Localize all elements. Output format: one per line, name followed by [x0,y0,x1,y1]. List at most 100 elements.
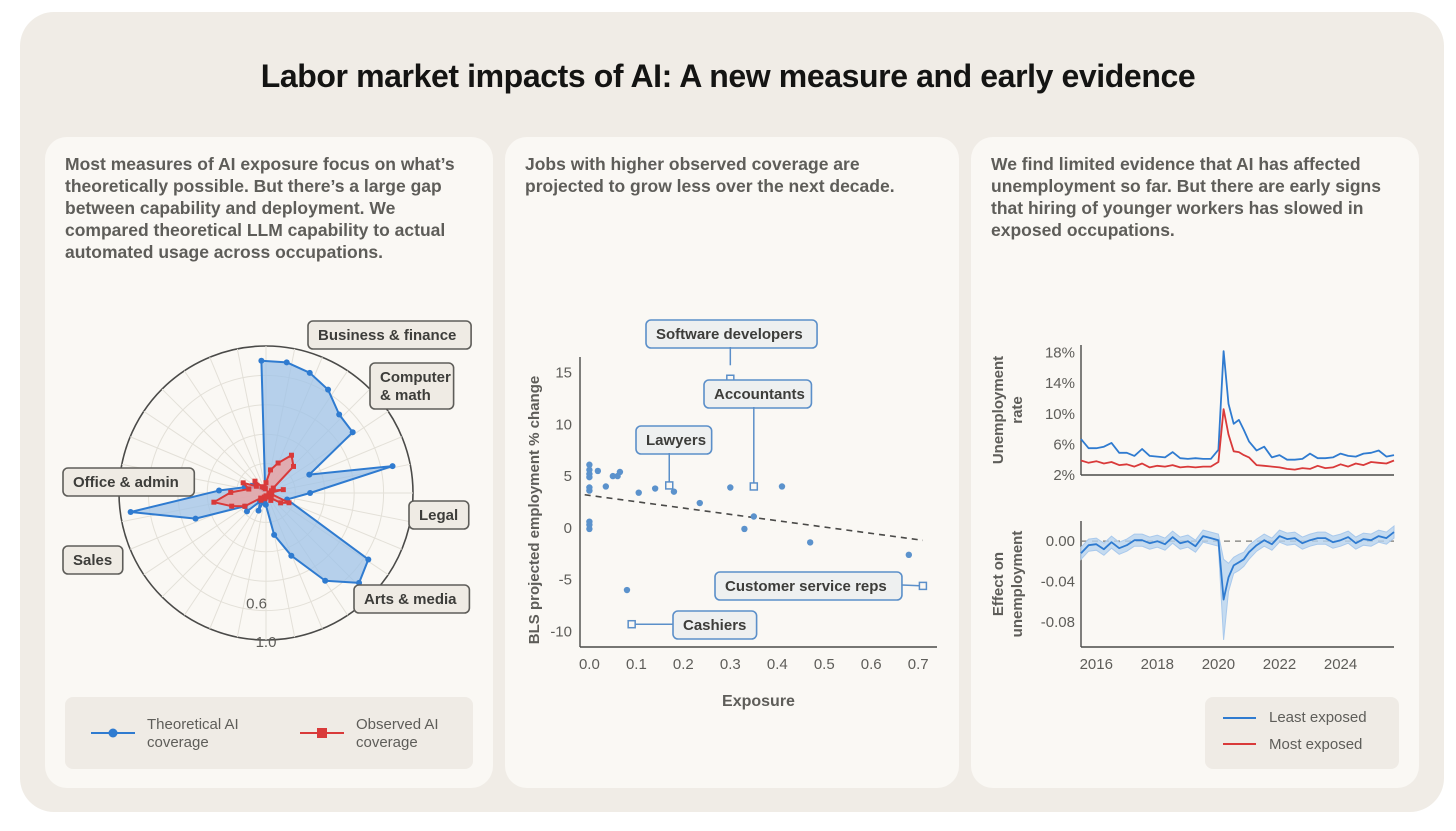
unemployment-y-title: rate [1009,396,1026,424]
observed-point [268,497,274,503]
y-tick-label: 0 [564,520,572,537]
observed-point [268,488,274,494]
most-exposed-line [1080,408,1395,471]
category-label-business: Business & finance [307,320,472,350]
scatter-point [586,473,593,481]
callout-cashiers-box [672,610,758,640]
callout-software-developers-text: Software developers [656,326,803,343]
panel-unemployment-effects: We find limited evidence that AI has aff… [971,137,1419,788]
least-exposed-line [1080,350,1395,461]
category-label-legal-text: Legal [419,507,458,524]
observed-point [261,494,267,500]
legend-least-exposed: Least exposed [1269,709,1367,726]
category-label-legal-box [408,500,470,530]
observed-point [286,500,292,506]
category-label-legal: Legal [408,500,470,530]
x-tick-label: 0.1 [626,656,647,673]
scatter-point [586,487,593,494]
category-label-business-text: Business & finance [318,327,456,344]
theoretical-point [283,359,290,366]
line-legend: Least exposed Most exposed [1205,697,1399,769]
theoretical-point [127,509,134,516]
callout-software-developers-box [645,319,818,349]
callout-cashiers-text: Cashiers [683,617,746,634]
scatter-point [905,551,913,559]
panel-1-description: Most measures of AI exposure focus on wh… [65,154,455,262]
scatter-point [670,488,678,495]
legend-theoretical-label: Theoretical AI coverage [147,716,239,751]
callout-anchor [627,619,636,629]
radar-tick-label: 0.6 [246,595,267,612]
theoretical-point [389,463,396,470]
theoretical-point [349,429,356,436]
x-tick-label: 0.2 [673,656,694,673]
observed-point [246,486,252,492]
observed-point [263,480,269,486]
effect-x-tick: 2022 [1263,656,1296,673]
theoretical-point [288,552,295,559]
y-tick-label: 15 [555,365,572,382]
theoretical-point [307,490,314,496]
observed-point [242,503,248,509]
callout-accountants: Accountants [703,379,813,409]
theoretical-point [192,515,199,522]
theoretical-point [271,531,278,538]
confidence-band [1080,524,1395,640]
x-tick-label: 0.6 [861,656,882,673]
effect-x-tick: 2024 [1324,656,1357,673]
callout-accountants-box [703,379,813,409]
category-label-arts-box [353,584,471,614]
observed-point [240,480,246,486]
radar-tick-label: 1.0 [256,634,277,651]
radar-spoke [236,348,267,494]
category-label-office: Office & admin [62,467,196,497]
category-label-computer-text: Computer [380,369,451,386]
effect-x-tick: 2020 [1202,656,1235,673]
scatter-point [609,472,617,480]
page-title: Labor market impacts of AI: A new measur… [260,58,1196,94]
x-tick-label: 0.0 [579,656,600,673]
theoretical-point [306,369,313,376]
category-label-sales-box [62,545,124,575]
theoretical-point [306,471,313,478]
unemployment-y-tick: 14% [1045,375,1075,392]
observed-point [275,460,281,466]
callout-anchor [749,482,759,491]
radar-spoke [209,356,267,494]
radar-spoke [183,370,267,494]
scatter-point [586,461,593,468]
observed-point [280,487,286,493]
scatter-point [586,525,593,533]
scatter-point [778,483,786,490]
effect-y-tick: 0.00 [1046,533,1075,550]
unemployment-y-tick: 10% [1045,406,1075,423]
panel-exposure-vs-growth: Jobs with higher observed coverage are p… [505,137,959,788]
observed-point [270,485,276,491]
radar-spoke [209,492,267,630]
panel-3-description: We find limited evidence that AI has aff… [991,154,1381,240]
panel-theoretical-vs-observed: Most measures of AI exposure focus on wh… [45,137,493,788]
scatter-point [727,484,734,491]
x-tick-label: 0.7 [908,656,929,673]
radar-chart: 0.6 1.0 Business & finance Computer& math Le… [62,320,472,651]
theoretical-point [216,487,223,494]
theoretical-point [336,411,343,418]
x-tick-label: 0.5 [814,656,835,673]
unemployment-charts: 18% 14% 10% 6% 2% Unemployment rate 0.00 -0.04 -0… [990,345,1395,673]
observed-point [290,463,296,469]
x-axis-title: Exposure [722,693,795,710]
observed-point [267,467,273,473]
legend-most-exposed: Most exposed [1269,736,1363,753]
unemployment-y-tick: 2% [1053,467,1075,484]
category-label-sales-text: Sales [73,552,112,569]
theoretical-legend-marker [91,728,135,738]
x-tick-label: 0.4 [767,656,788,673]
radar-spoke [161,388,267,494]
theoretical-point [258,357,265,364]
effect-line [1080,531,1395,601]
effect-y-title: unemployment [1009,531,1026,638]
y-tick-label: -5 [559,572,572,589]
radar-spoke [183,492,267,616]
category-label-office-text: Office & admin [73,474,179,491]
scatter-point [616,468,624,476]
